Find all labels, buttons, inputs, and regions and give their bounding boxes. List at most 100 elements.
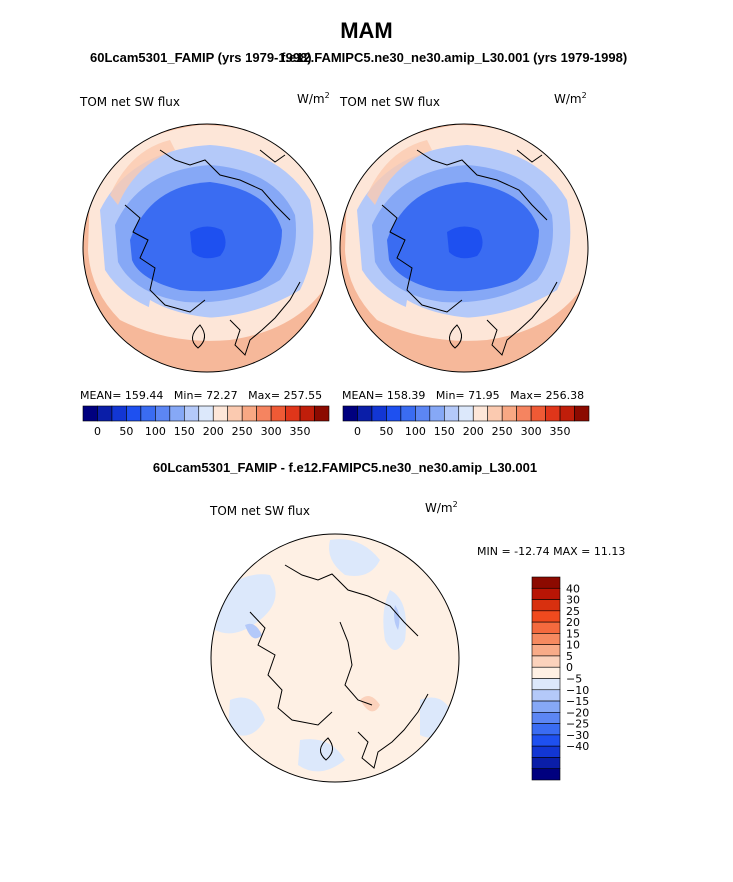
right-colorbar-swatch xyxy=(516,405,532,422)
left-colorbar-tick-label: 250 xyxy=(232,425,253,438)
right-colorbar-swatch xyxy=(357,405,373,422)
diff-colorbar-tick-label: −20 xyxy=(566,706,589,719)
right-colorbar-swatch xyxy=(342,405,358,422)
diff-colorbar-tick-label: −40 xyxy=(566,740,589,753)
right-coastlines xyxy=(381,149,558,356)
diff-panel-label: TOM net SW flux xyxy=(210,504,311,518)
diff-colorbar-swatch xyxy=(531,768,561,781)
diff-colorbar-tick-label: 25 xyxy=(566,605,580,618)
left-colorbar-swatch xyxy=(285,405,301,422)
diff-colorbar-swatch xyxy=(531,689,561,702)
diff-colorbar-tick-label: 20 xyxy=(566,616,580,629)
left-colorbar-swatch xyxy=(198,405,214,422)
diff-colorbar-tick-label: 15 xyxy=(566,627,580,640)
right-colorbar-swatch xyxy=(574,405,590,422)
left-mean: MEAN= 159.44 xyxy=(80,389,164,402)
right-colorbar-swatch xyxy=(400,405,416,422)
left-colorbar-swatch xyxy=(169,405,185,422)
left-colorbar-tick-label: 200 xyxy=(203,425,224,438)
right-colorbar-tick-label: 300 xyxy=(521,425,542,438)
right-colorbar-tick-label: 150 xyxy=(434,425,455,438)
right-colorbar-swatch xyxy=(371,405,387,422)
left-coastlines xyxy=(124,149,301,356)
right-colorbar-swatch xyxy=(386,405,402,422)
left-colorbar-swatch xyxy=(227,405,243,422)
right-colorbar-tick-label: 350 xyxy=(550,425,571,438)
diff-colorbar-swatch xyxy=(531,745,561,758)
diff-colorbar-swatch xyxy=(531,757,561,770)
right-max: Max= 256.38 xyxy=(510,389,585,402)
diff-title: 60Lcam5301_FAMIP - f.e12.FAMIPC5.ne30_ne… xyxy=(152,460,538,475)
left-colorbar-swatch xyxy=(155,405,171,422)
left-colorbar-swatch xyxy=(183,405,200,422)
left-colorbar-swatch xyxy=(299,405,315,422)
right-panel-label: TOM net SW flux xyxy=(340,95,441,109)
right-colorbar: 0 50 100 150 200 250 300 350 xyxy=(342,405,590,438)
right-units: W/m2 xyxy=(554,91,587,106)
diff-colorbar-swatch xyxy=(531,655,561,668)
diff-colorbar-swatch xyxy=(531,633,561,645)
left-panel-label: TOM net SW flux xyxy=(80,95,181,109)
diff-colorbar-swatch xyxy=(531,666,561,679)
right-colorbar-swatch xyxy=(429,405,445,422)
left-map-border xyxy=(82,123,332,373)
right-colorbar-swatch xyxy=(415,405,431,422)
right-colorbar-swatch xyxy=(530,405,546,422)
right-stats: MEAN= 158.39 Min= 71.95 Max= 256.38 xyxy=(342,389,584,402)
left-colorbar-swatch xyxy=(241,405,257,422)
right-subtitle: f.e12.FAMIPC5.ne30_ne30.amip_L30.001 (yr… xyxy=(281,50,628,65)
right-map-border xyxy=(339,123,589,373)
diff-colorbar-tick-label: 0 xyxy=(566,661,573,674)
left-colorbar-swatch xyxy=(140,405,156,422)
diff-polar-map xyxy=(211,534,459,782)
diff-colorbar-tick-label: 5 xyxy=(566,650,573,663)
diff-colorbar-tick-label: 40 xyxy=(566,582,580,595)
diff-colorbar-tick-label: −30 xyxy=(566,729,589,742)
diff-colorbar-swatch xyxy=(531,587,561,600)
figure-title: MAM xyxy=(340,18,393,43)
right-colorbar-swatch xyxy=(443,405,460,422)
diff-colorbar-swatch xyxy=(531,599,561,612)
diff-colorbar-tick-label: 30 xyxy=(566,594,580,607)
right-colorbar-swatch xyxy=(487,405,503,422)
diff-units: W/m2 xyxy=(425,500,458,515)
left-colorbar-swatch xyxy=(212,405,229,422)
left-colorbar-swatch xyxy=(97,405,113,422)
right-colorbar-swatch xyxy=(545,405,561,422)
right-min: Min= 71.95 xyxy=(435,389,500,402)
left-colorbar-tick-label: 50 xyxy=(119,425,133,438)
diff-colorbar-tick-label: 10 xyxy=(566,639,580,652)
left-colorbar-swatch xyxy=(270,405,286,422)
diff-colorbar-swatch xyxy=(531,723,561,736)
right-mean: MEAN= 158.39 xyxy=(342,389,426,402)
diff-map-border xyxy=(210,533,460,783)
left-colorbar: 0 50 100 150 200 250 300 350 xyxy=(82,405,330,438)
left-subtitle: 60Lcam5301_FAMIP (yrs 1979-1998) xyxy=(90,50,312,65)
diff-colorbar-swatch xyxy=(531,621,561,634)
diff-colorbar-swatch xyxy=(531,734,561,747)
left-colorbar-tick-label: 0 xyxy=(94,425,101,438)
left-colorbar-tick-label: 100 xyxy=(145,425,166,438)
diff-colorbar-tick-label: −10 xyxy=(566,684,589,697)
left-colorbar-swatch xyxy=(126,405,142,422)
right-colorbar-tick-label: 200 xyxy=(463,425,484,438)
left-colorbar-swatch xyxy=(256,405,272,422)
right-colorbar-tick-label: 0 xyxy=(354,425,361,438)
right-colorbar-swatch xyxy=(472,405,489,422)
left-colorbar-swatch xyxy=(314,405,330,422)
diff-colorbar-swatch xyxy=(531,610,561,623)
right-colorbar-tick-label: 100 xyxy=(405,425,426,438)
diff-colorbar-swatch xyxy=(531,712,561,724)
diff-colorbar-swatch xyxy=(531,576,561,589)
left-colorbar-tick-label: 300 xyxy=(261,425,282,438)
right-colorbar-swatch xyxy=(501,405,517,422)
diff-colorbar-tick-label: −5 xyxy=(566,673,582,686)
right-polar-map xyxy=(340,124,588,372)
diff-colorbar-swatch xyxy=(531,678,561,691)
right-colorbar-tick-label: 250 xyxy=(492,425,513,438)
right-colorbar-swatch xyxy=(559,405,575,422)
left-units: W/m2 xyxy=(297,91,330,106)
left-stats: MEAN= 159.44 Min= 72.27 Max= 257.55 xyxy=(80,389,322,402)
